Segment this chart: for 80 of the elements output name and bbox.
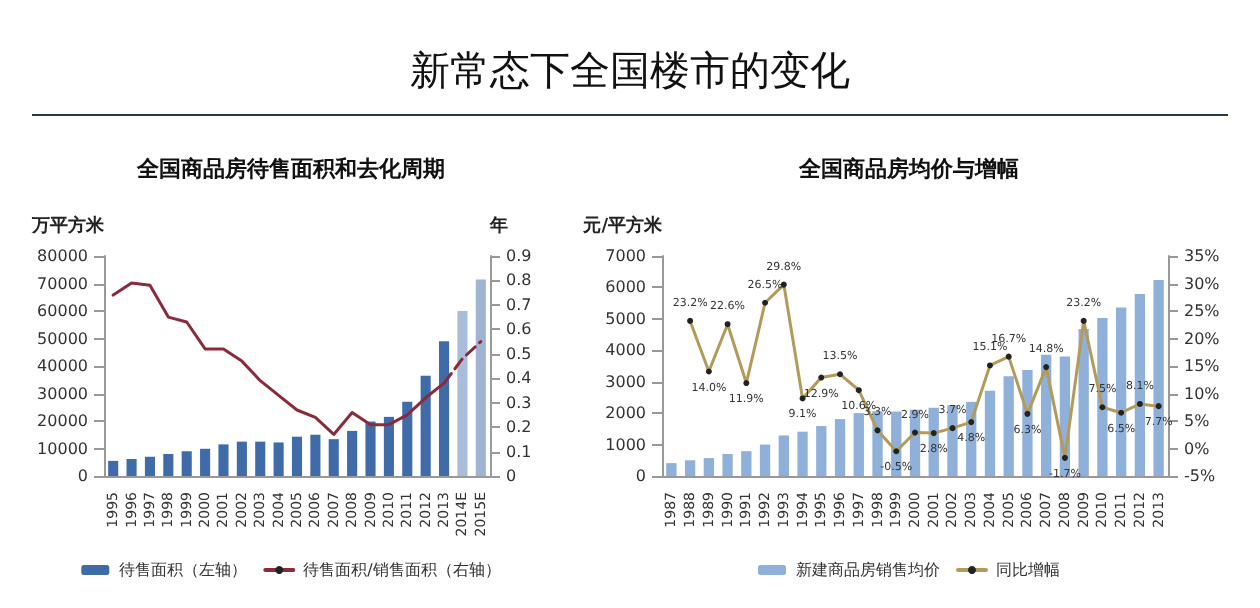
bar bbox=[144, 456, 156, 476]
bar bbox=[759, 444, 771, 476]
y-tick-label: 5000 bbox=[605, 309, 646, 328]
y-tick-label: 2000 bbox=[605, 404, 646, 423]
y-tick-label: 7000 bbox=[605, 247, 646, 265]
y-tick-label: 4000 bbox=[605, 341, 646, 360]
y2-tick-label: 0.8 bbox=[506, 271, 532, 290]
y-tick-label: 6000 bbox=[605, 278, 646, 297]
y2-tick-label: 0.3 bbox=[506, 393, 532, 412]
chart-title: 全国商品房待售面积和去化周期 bbox=[135, 156, 445, 182]
bar bbox=[347, 430, 358, 476]
legend-label: 同比增幅 bbox=[996, 561, 1060, 579]
y-tick-label: 60000 bbox=[37, 302, 88, 320]
y2-tick-label: 0% bbox=[1184, 439, 1211, 458]
bar bbox=[163, 454, 174, 476]
legend-label: 待售面积/销售面积（右轴） bbox=[303, 561, 501, 579]
y2-tick-label: -5% bbox=[1184, 467, 1216, 485]
bar bbox=[475, 279, 486, 476]
bar bbox=[236, 441, 247, 476]
bar bbox=[273, 442, 284, 476]
y2-tick-label: 20% bbox=[1184, 329, 1221, 348]
y-tick-label: 30000 bbox=[37, 384, 88, 403]
legend-label: 新建商品房销售均价 bbox=[796, 561, 940, 579]
y-tick-label: 40000 bbox=[37, 357, 88, 375]
y2-tick-label: 0.1 bbox=[506, 442, 532, 461]
bar bbox=[310, 434, 321, 476]
bar bbox=[255, 441, 266, 476]
y-tick-label: 1000 bbox=[605, 435, 646, 454]
bar bbox=[984, 390, 996, 476]
y2-tick-label: 0.9 bbox=[506, 247, 532, 265]
bar bbox=[797, 431, 808, 476]
y-tick-label: 3000 bbox=[605, 372, 646, 391]
y2-tick-label: 0.2 bbox=[506, 418, 532, 437]
bar bbox=[722, 454, 733, 476]
bar bbox=[853, 413, 864, 476]
bar bbox=[420, 375, 431, 476]
bar bbox=[684, 460, 696, 476]
bar bbox=[703, 458, 715, 476]
y-tick-label: 20000 bbox=[37, 412, 88, 430]
chart-title: 全国商品房均价与增幅 bbox=[797, 156, 1019, 182]
y-axis-title: 万平方米 bbox=[30, 215, 106, 237]
bar bbox=[816, 426, 827, 476]
bar bbox=[778, 435, 789, 476]
y2-axis-title: 年 bbox=[488, 215, 508, 237]
y2-tick-label: 0 bbox=[506, 467, 517, 485]
bar bbox=[402, 401, 413, 476]
bar bbox=[108, 460, 119, 476]
bar bbox=[457, 311, 468, 476]
y2-tick-label: 0.6 bbox=[506, 320, 532, 339]
y2-tick-label: 5% bbox=[1184, 412, 1211, 430]
bar bbox=[834, 419, 846, 476]
y-axis-title: 元/平方米 bbox=[581, 215, 664, 237]
bar bbox=[328, 439, 339, 476]
y-tick-label: 0 bbox=[77, 467, 88, 485]
y-tick-label: 0 bbox=[635, 467, 646, 485]
y-tick-label: 50000 bbox=[37, 329, 88, 348]
bar bbox=[438, 341, 450, 476]
legend-label: 待售面积（左轴） bbox=[119, 561, 248, 579]
bar bbox=[291, 436, 303, 476]
bar bbox=[365, 421, 376, 476]
bar bbox=[181, 451, 192, 476]
bar bbox=[383, 416, 394, 476]
bar bbox=[218, 444, 229, 476]
y2-tick-label: 10% bbox=[1184, 384, 1221, 403]
y2-tick-label: 15% bbox=[1184, 357, 1221, 375]
bar bbox=[741, 451, 752, 476]
y2-tick-label: 0.5 bbox=[506, 344, 532, 363]
y-tick-label: 10000 bbox=[37, 439, 88, 458]
bar bbox=[200, 448, 211, 476]
bar bbox=[666, 463, 677, 476]
y-tick-label: 80000 bbox=[37, 247, 88, 265]
y2-tick-label: 30% bbox=[1184, 274, 1221, 293]
y2-tick-label: 0.7 bbox=[506, 295, 532, 314]
y-tick-label: 70000 bbox=[37, 274, 88, 293]
text: 新常态下全国楼市的变化 bbox=[408, 44, 852, 98]
bar bbox=[126, 458, 137, 476]
y2-tick-label: 0.4 bbox=[506, 369, 532, 388]
bar bbox=[1003, 376, 1014, 476]
y2-tick-label: 25% bbox=[1184, 302, 1221, 320]
y2-tick-label: 35% bbox=[1184, 247, 1221, 265]
